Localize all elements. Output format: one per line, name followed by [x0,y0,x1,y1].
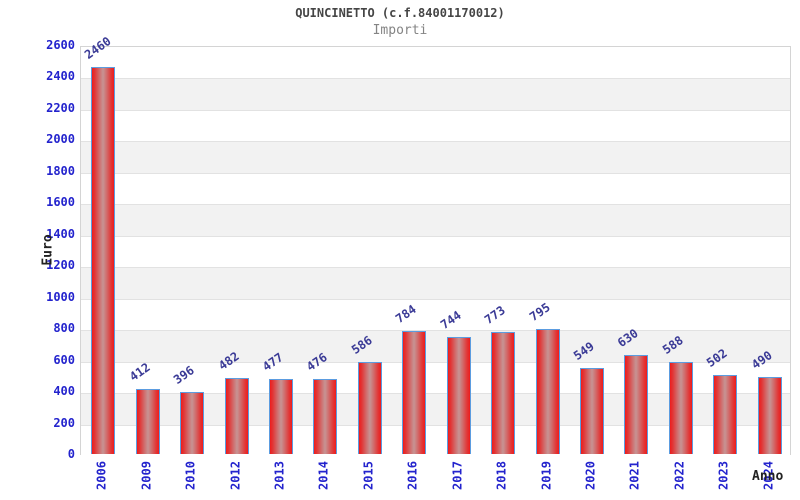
gridline [81,172,790,174]
gridline [81,235,790,237]
plot-band [81,330,790,362]
gridline [81,393,790,395]
bar-2018 [491,332,516,454]
plot-band [81,141,790,173]
plot-area: 2460 412 396 482 477 476 586 784 744 773 795 549 630… [80,34,791,456]
bar-2019 [535,328,560,454]
y-tick-label: 1400 [46,226,75,241]
x-tick-label: 2022 [672,461,687,490]
bar-2006 [91,67,116,454]
bar-2010 [180,391,205,454]
gridline [81,109,790,111]
bar-2024 [757,376,782,454]
plot-band [81,78,790,110]
y-tick-label: 2200 [46,100,75,115]
bar-2017 [446,336,471,454]
y-tick-label: 2400 [46,69,75,84]
y-tick-label: 200 [53,415,75,430]
gridline [81,298,790,300]
gridline [81,141,790,143]
y-tick-label: 1200 [46,258,75,273]
gridline [81,424,790,426]
plot-band [81,109,790,142]
chart-subtitle: Importi [372,23,428,38]
y-tick-label: 0 [67,447,75,461]
plot-band [81,298,790,331]
x-tick-label: 2019 [539,461,554,490]
y-axis-title: Euro [40,234,56,266]
gridline [81,267,790,269]
bar-2016 [402,330,427,454]
plot-band [81,172,790,205]
x-tick-label: 2018 [494,461,509,490]
plot-band [81,235,790,268]
x-tick-label: 2015 [361,461,376,490]
bar-2022 [668,361,693,454]
y-tick-label: 600 [53,352,75,367]
bar-2009 [135,389,160,454]
gridline [81,330,790,332]
x-tick-label: 2017 [450,461,465,490]
gridline [81,204,790,206]
plot-band [81,47,790,79]
x-tick-label: 2009 [139,461,154,490]
x-tick-label: 2006 [94,461,109,490]
chart-title: QUINCINETTO (c.f.84001170012) [295,6,505,20]
x-tick-label: 2023 [716,461,731,490]
gridline [81,78,790,80]
x-tick-label: 2010 [183,461,198,490]
x-tick-label: 2016 [405,461,420,490]
bar-2021 [624,354,649,454]
x-tick-label: 2020 [583,461,598,490]
bar-2015 [357,361,382,454]
bar-2014 [313,379,338,454]
plot-band [81,204,790,236]
y-tick-label: 2600 [46,38,75,52]
bar-2012 [224,378,249,454]
x-tick-label: 2012 [228,461,243,490]
bar-2023 [713,375,738,454]
x-tick-label: 2021 [627,461,642,490]
x-axis-title: Anno [752,469,784,484]
gridline [81,361,790,363]
y-tick-label: 400 [53,384,75,399]
x-tick-label: 2014 [316,461,331,490]
y-tick-label: 800 [53,321,75,336]
x-tick-label: 2013 [272,461,287,490]
bar-2020 [580,367,605,454]
y-tick-label: 1600 [46,195,75,210]
y-tick-label: 2000 [46,132,75,147]
bar-2013 [268,378,293,454]
y-tick-label: 1800 [46,163,75,178]
plot-band [81,267,790,299]
y-tick-label: 1000 [46,289,75,304]
